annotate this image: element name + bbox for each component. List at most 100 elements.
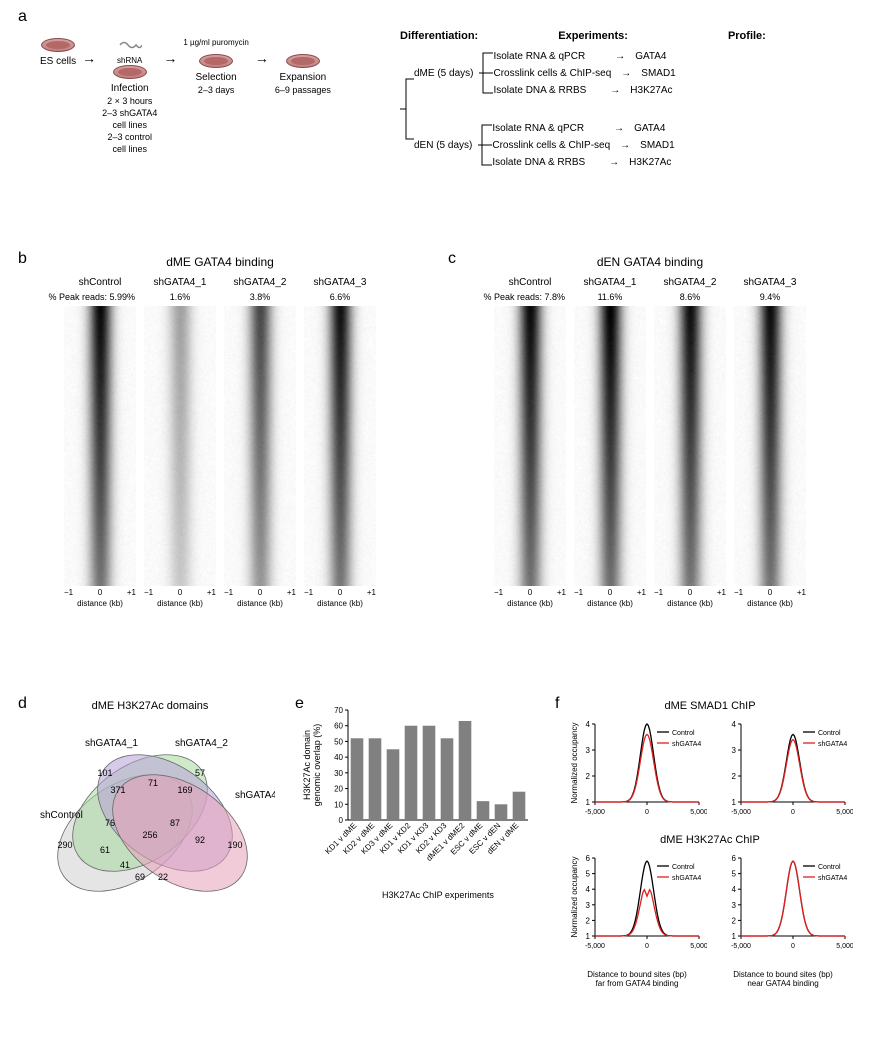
heatmap-image	[64, 306, 136, 586]
svg-text:60: 60	[334, 722, 343, 731]
profile-item: SMAD1	[641, 68, 675, 79]
exp-item: Isolate DNA & RRBS	[492, 157, 585, 168]
heatmap-col-name: shGATA4_3	[314, 277, 367, 288]
arrow-icon: →	[163, 50, 177, 66]
svg-text:3: 3	[732, 746, 737, 755]
svg-text:57: 57	[195, 768, 205, 778]
exp-item: Crosslink cells & ChIP-seq	[492, 140, 610, 151]
heatmap-image	[574, 306, 646, 586]
step-label: Expansion	[280, 72, 327, 83]
step-es-cells: ES cells	[40, 38, 76, 67]
step-label: ES cells	[40, 56, 76, 67]
shrna-icon	[118, 38, 142, 54]
heatmap-title: dEN GATA4 binding	[450, 255, 850, 269]
svg-text:4: 4	[586, 885, 591, 894]
heatmap-col-name: shGATA4_3	[744, 277, 797, 288]
heatmap-xaxis: −10+1	[654, 588, 726, 597]
svg-text:5: 5	[586, 870, 591, 879]
heatmap-peak-value: % Peak reads: 5.99%	[5, 292, 135, 302]
branch-label: dEN (5 days)	[414, 140, 472, 151]
heatmap-peak-value: 8.6%	[680, 292, 701, 302]
svg-text:shControl: shControl	[40, 810, 83, 821]
arrow-icon: →	[255, 50, 269, 66]
lineplot-title: dME H3K27Ac ChIP	[560, 834, 860, 846]
heatmap-col-name: shGATA4_1	[154, 277, 207, 288]
svg-text:190: 190	[227, 840, 242, 850]
bracket-icon	[478, 120, 492, 170]
heatmap-image	[224, 306, 296, 586]
heatmap-peak-value: 9.4%	[760, 292, 781, 302]
svg-text:shGATA4: shGATA4	[672, 741, 701, 748]
svg-text:5,000: 5,000	[690, 809, 707, 816]
branch-label: dME (5 days)	[414, 68, 473, 79]
bracket-icon	[479, 48, 493, 98]
lineplot-xlabel: Distance to bound sites (bp)near GATA4 b…	[713, 970, 853, 988]
shrna-label: shRNA	[117, 56, 142, 65]
venn-diagram: shControlshGATA4_1shGATA4_2shGATA4_32901…	[25, 718, 275, 928]
step-sub: cell lines	[112, 144, 147, 154]
heatmap-xaxis: −10+1	[64, 588, 136, 597]
step-expansion: Expansion 6–9 passages	[275, 38, 331, 95]
svg-text:0: 0	[645, 943, 649, 950]
panel-f-label: f	[555, 695, 559, 713]
svg-text:10: 10	[334, 800, 343, 809]
panel-f: dME SMAD1 ChIP 1 2 3 4 -5,000 0 5,000 Control shG…	[560, 700, 860, 1030]
heatmap-col-name: shControl	[509, 277, 552, 288]
profile-item: GATA4	[635, 51, 666, 62]
svg-text:H3K27Ac ChIP experiments: H3K27Ac ChIP experiments	[382, 890, 494, 900]
svg-text:Control: Control	[672, 730, 695, 737]
step-infection: shRNA Infection 2 × 3 hours 2–3 shGATA4 …	[102, 38, 157, 154]
lineplot-xlabel: Distance to bound sites (bp)far from GAT…	[567, 970, 707, 988]
svg-text:shGATA4: shGATA4	[818, 875, 847, 882]
step-sub: cell lines	[112, 120, 147, 130]
dish-icon	[199, 54, 233, 68]
exp-item: Isolate RNA & qPCR	[493, 51, 585, 62]
profile-item: H3K27Ac	[630, 85, 672, 96]
svg-text:2: 2	[586, 916, 591, 925]
svg-text:-5,000: -5,000	[585, 943, 605, 950]
heatmap-image	[654, 306, 726, 586]
heatmap-xaxis: −10+1	[494, 588, 566, 597]
heatmap-column: shGATA4_39.4%−10+1distance (kb)	[734, 277, 806, 608]
lineplot-title: dME SMAD1 ChIP	[560, 700, 860, 712]
heatmap-xlabel: distance (kb)	[157, 599, 203, 608]
svg-text:69: 69	[135, 872, 145, 882]
lineplot: 123456-5,00005,000ControlshGATA4Normaliz…	[567, 850, 707, 988]
exp-item: Crosslink cells & ChIP-seq	[493, 68, 611, 79]
svg-text:101: 101	[97, 768, 112, 778]
heatmap-peak-value: 3.8%	[250, 292, 271, 302]
heatmap-xlabel: distance (kb)	[507, 599, 553, 608]
dish-icon	[113, 65, 147, 79]
lineplot: 1234-5,00005,000ControlshGATA4	[713, 716, 853, 834]
svg-text:5: 5	[732, 870, 737, 879]
svg-text:shGATA4_2: shGATA4_2	[175, 738, 228, 749]
heatmap-peak-value: 6.6%	[330, 292, 351, 302]
svg-text:40: 40	[334, 753, 343, 762]
panel-d: dME H3K27Ac domains shControlshGATA4_1sh…	[20, 700, 280, 950]
heatmap-image	[494, 306, 566, 586]
step-selection: 1 µg/ml puromycin Selection 2–3 days	[183, 38, 249, 95]
heatmap-col-name: shControl	[79, 277, 122, 288]
heatmap-xaxis: −10+1	[574, 588, 646, 597]
svg-text:Control: Control	[672, 864, 695, 871]
panel-a: ES cells → shRNA Infection 2 × 3 hours 2…	[20, 10, 852, 210]
svg-text:22: 22	[158, 872, 168, 882]
svg-text:Normalized occupancy: Normalized occupancy	[570, 723, 579, 804]
svg-text:shGATA4: shGATA4	[818, 741, 847, 748]
step-label: Infection	[111, 83, 149, 94]
heatmap-xaxis: −10+1	[144, 588, 216, 597]
heatmap-col-name: shGATA4_1	[584, 277, 637, 288]
svg-text:0: 0	[645, 809, 649, 816]
svg-text:20: 20	[334, 785, 343, 794]
svg-text:4: 4	[732, 720, 737, 729]
heatmap-column: shGATA4_28.6%−10+1distance (kb)	[654, 277, 726, 608]
heatmap-col-name: shGATA4_2	[664, 277, 717, 288]
profile-item: SMAD1	[640, 140, 674, 151]
heatmap-column: shGATA4_111.6%−10+1distance (kb)	[574, 277, 646, 608]
step-sub: 2–3 days	[198, 85, 235, 95]
svg-text:1: 1	[586, 798, 591, 807]
heatmap-title: dME GATA4 binding	[20, 255, 420, 269]
svg-text:Normalized occupancy: Normalized occupancy	[570, 857, 579, 938]
svg-text:2: 2	[586, 772, 591, 781]
arrow-icon: →	[82, 50, 96, 66]
